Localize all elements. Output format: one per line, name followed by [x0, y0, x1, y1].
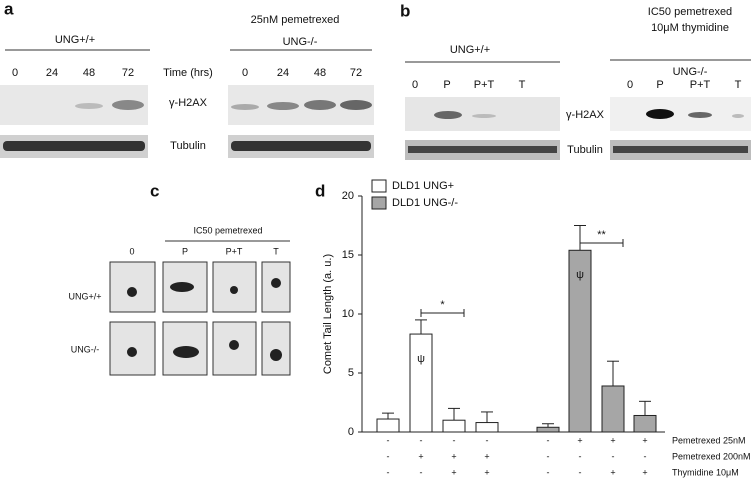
- condition-name: Pemetrexed 200nM: [672, 451, 751, 461]
- row-label: Tubulin: [567, 144, 603, 156]
- lane-label: P+T: [226, 246, 243, 256]
- condition-sign: +: [610, 467, 615, 477]
- error-bar: [481, 411, 493, 423]
- condition-sign: -: [387, 435, 390, 445]
- error-bar: [448, 407, 460, 421]
- y-tick-label: 20: [342, 190, 354, 202]
- lane-label: T: [273, 246, 279, 256]
- group-label: UNG+/+: [450, 44, 490, 56]
- lane-label: P+T: [474, 79, 495, 91]
- lane-label: 0: [129, 246, 134, 256]
- condition-sign: -: [420, 467, 423, 477]
- y-axis-label: Comet Tail Length (a. u.): [322, 254, 334, 374]
- condition-sign: -: [612, 451, 615, 461]
- panel-label: b: [400, 1, 410, 20]
- treatment: IC50 pemetrexed: [648, 6, 732, 18]
- error-bar: [382, 412, 394, 420]
- condition-sign: +: [484, 451, 489, 461]
- row-label: Tubulin: [170, 140, 206, 152]
- condition-sign: -: [579, 467, 582, 477]
- lane-label: P: [182, 246, 188, 256]
- lane-label: P+T: [690, 79, 711, 91]
- condition-name: Thymidine 10μM: [672, 467, 739, 477]
- row-label: UNG+/+: [68, 291, 101, 301]
- axis-label: Time (hrs): [163, 67, 213, 79]
- condition-sign: -: [547, 467, 550, 477]
- condition-sign: +: [451, 467, 456, 477]
- lane-label: 72: [350, 67, 362, 79]
- condition-sign: +: [451, 451, 456, 461]
- group-label: UNG+/+: [55, 34, 95, 46]
- panel-label: c: [150, 181, 159, 200]
- lane-label: 48: [83, 67, 95, 79]
- bar: [536, 426, 560, 433]
- condition-sign: -: [547, 435, 550, 445]
- blot: [405, 97, 751, 160]
- lane-label: 0: [627, 79, 633, 91]
- condition-name: Pemetrexed 25nM: [672, 435, 746, 445]
- annotation: ψ: [417, 353, 425, 365]
- condition-sign: +: [418, 451, 423, 461]
- treatment: 25nM pemetrexed: [251, 14, 340, 26]
- condition-sign: +: [484, 467, 489, 477]
- condition-sign: +: [642, 435, 647, 445]
- y-tick-label: 5: [348, 367, 354, 379]
- lane-label: 72: [122, 67, 134, 79]
- row-label: γ-H2AX: [566, 109, 605, 121]
- lane-label: 0: [242, 67, 248, 79]
- lane-label: P: [443, 79, 450, 91]
- legend-label: DLD1 UNG+: [392, 180, 454, 192]
- treatment: 10μM thymidine: [651, 22, 729, 34]
- condition-sign: -: [547, 451, 550, 461]
- treatment: IC50 pemetrexed: [193, 225, 262, 235]
- legend-label: DLD1 UNG-/-: [392, 197, 458, 209]
- lane-label: 24: [46, 67, 58, 79]
- condition-sign: -: [486, 435, 489, 445]
- bar: [409, 333, 433, 433]
- sig-label: *: [440, 299, 445, 311]
- bar: [376, 418, 400, 433]
- condition-sign: +: [642, 467, 647, 477]
- lane-label: 48: [314, 67, 326, 79]
- condition-sign: -: [644, 451, 647, 461]
- bar: [475, 422, 499, 433]
- lane-label: 0: [412, 79, 418, 91]
- row-label: UNG-/-: [71, 344, 100, 354]
- y-tick-label: 10: [342, 308, 354, 320]
- sig-label: **: [597, 229, 606, 241]
- lane-label: T: [519, 79, 526, 91]
- group-label: UNG-/-: [673, 66, 708, 78]
- annotation: ψ: [576, 269, 584, 281]
- lane-label: P: [656, 79, 663, 91]
- error-bar: [415, 319, 427, 335]
- lane-label: 24: [277, 67, 289, 79]
- condition-sign: +: [610, 435, 615, 445]
- lane-label: 0: [12, 67, 18, 79]
- group-label: UNG-/-: [283, 36, 318, 48]
- bar: [633, 414, 657, 433]
- error-bar: [542, 423, 554, 428]
- legend-swatch: [371, 179, 387, 193]
- panel-label: a: [4, 0, 14, 18]
- error-bar: [639, 400, 651, 416]
- condition-sign: -: [579, 451, 582, 461]
- condition-sign: -: [420, 435, 423, 445]
- condition-sign: -: [387, 467, 390, 477]
- lane-label: T: [735, 79, 742, 91]
- condition-sign: -: [387, 451, 390, 461]
- y-tick-label: 0: [348, 426, 354, 438]
- row-label: γ-H2AX: [169, 97, 208, 109]
- condition-sign: -: [453, 435, 456, 445]
- blot: [0, 85, 374, 158]
- condition-sign: +: [577, 435, 582, 445]
- comet-images: [109, 261, 291, 376]
- bar: [601, 385, 625, 433]
- panel-label: d: [315, 181, 325, 200]
- y-tick-label: 15: [342, 249, 354, 261]
- legend-swatch: [371, 196, 387, 210]
- error-bar: [607, 360, 619, 386]
- bar: [442, 419, 466, 433]
